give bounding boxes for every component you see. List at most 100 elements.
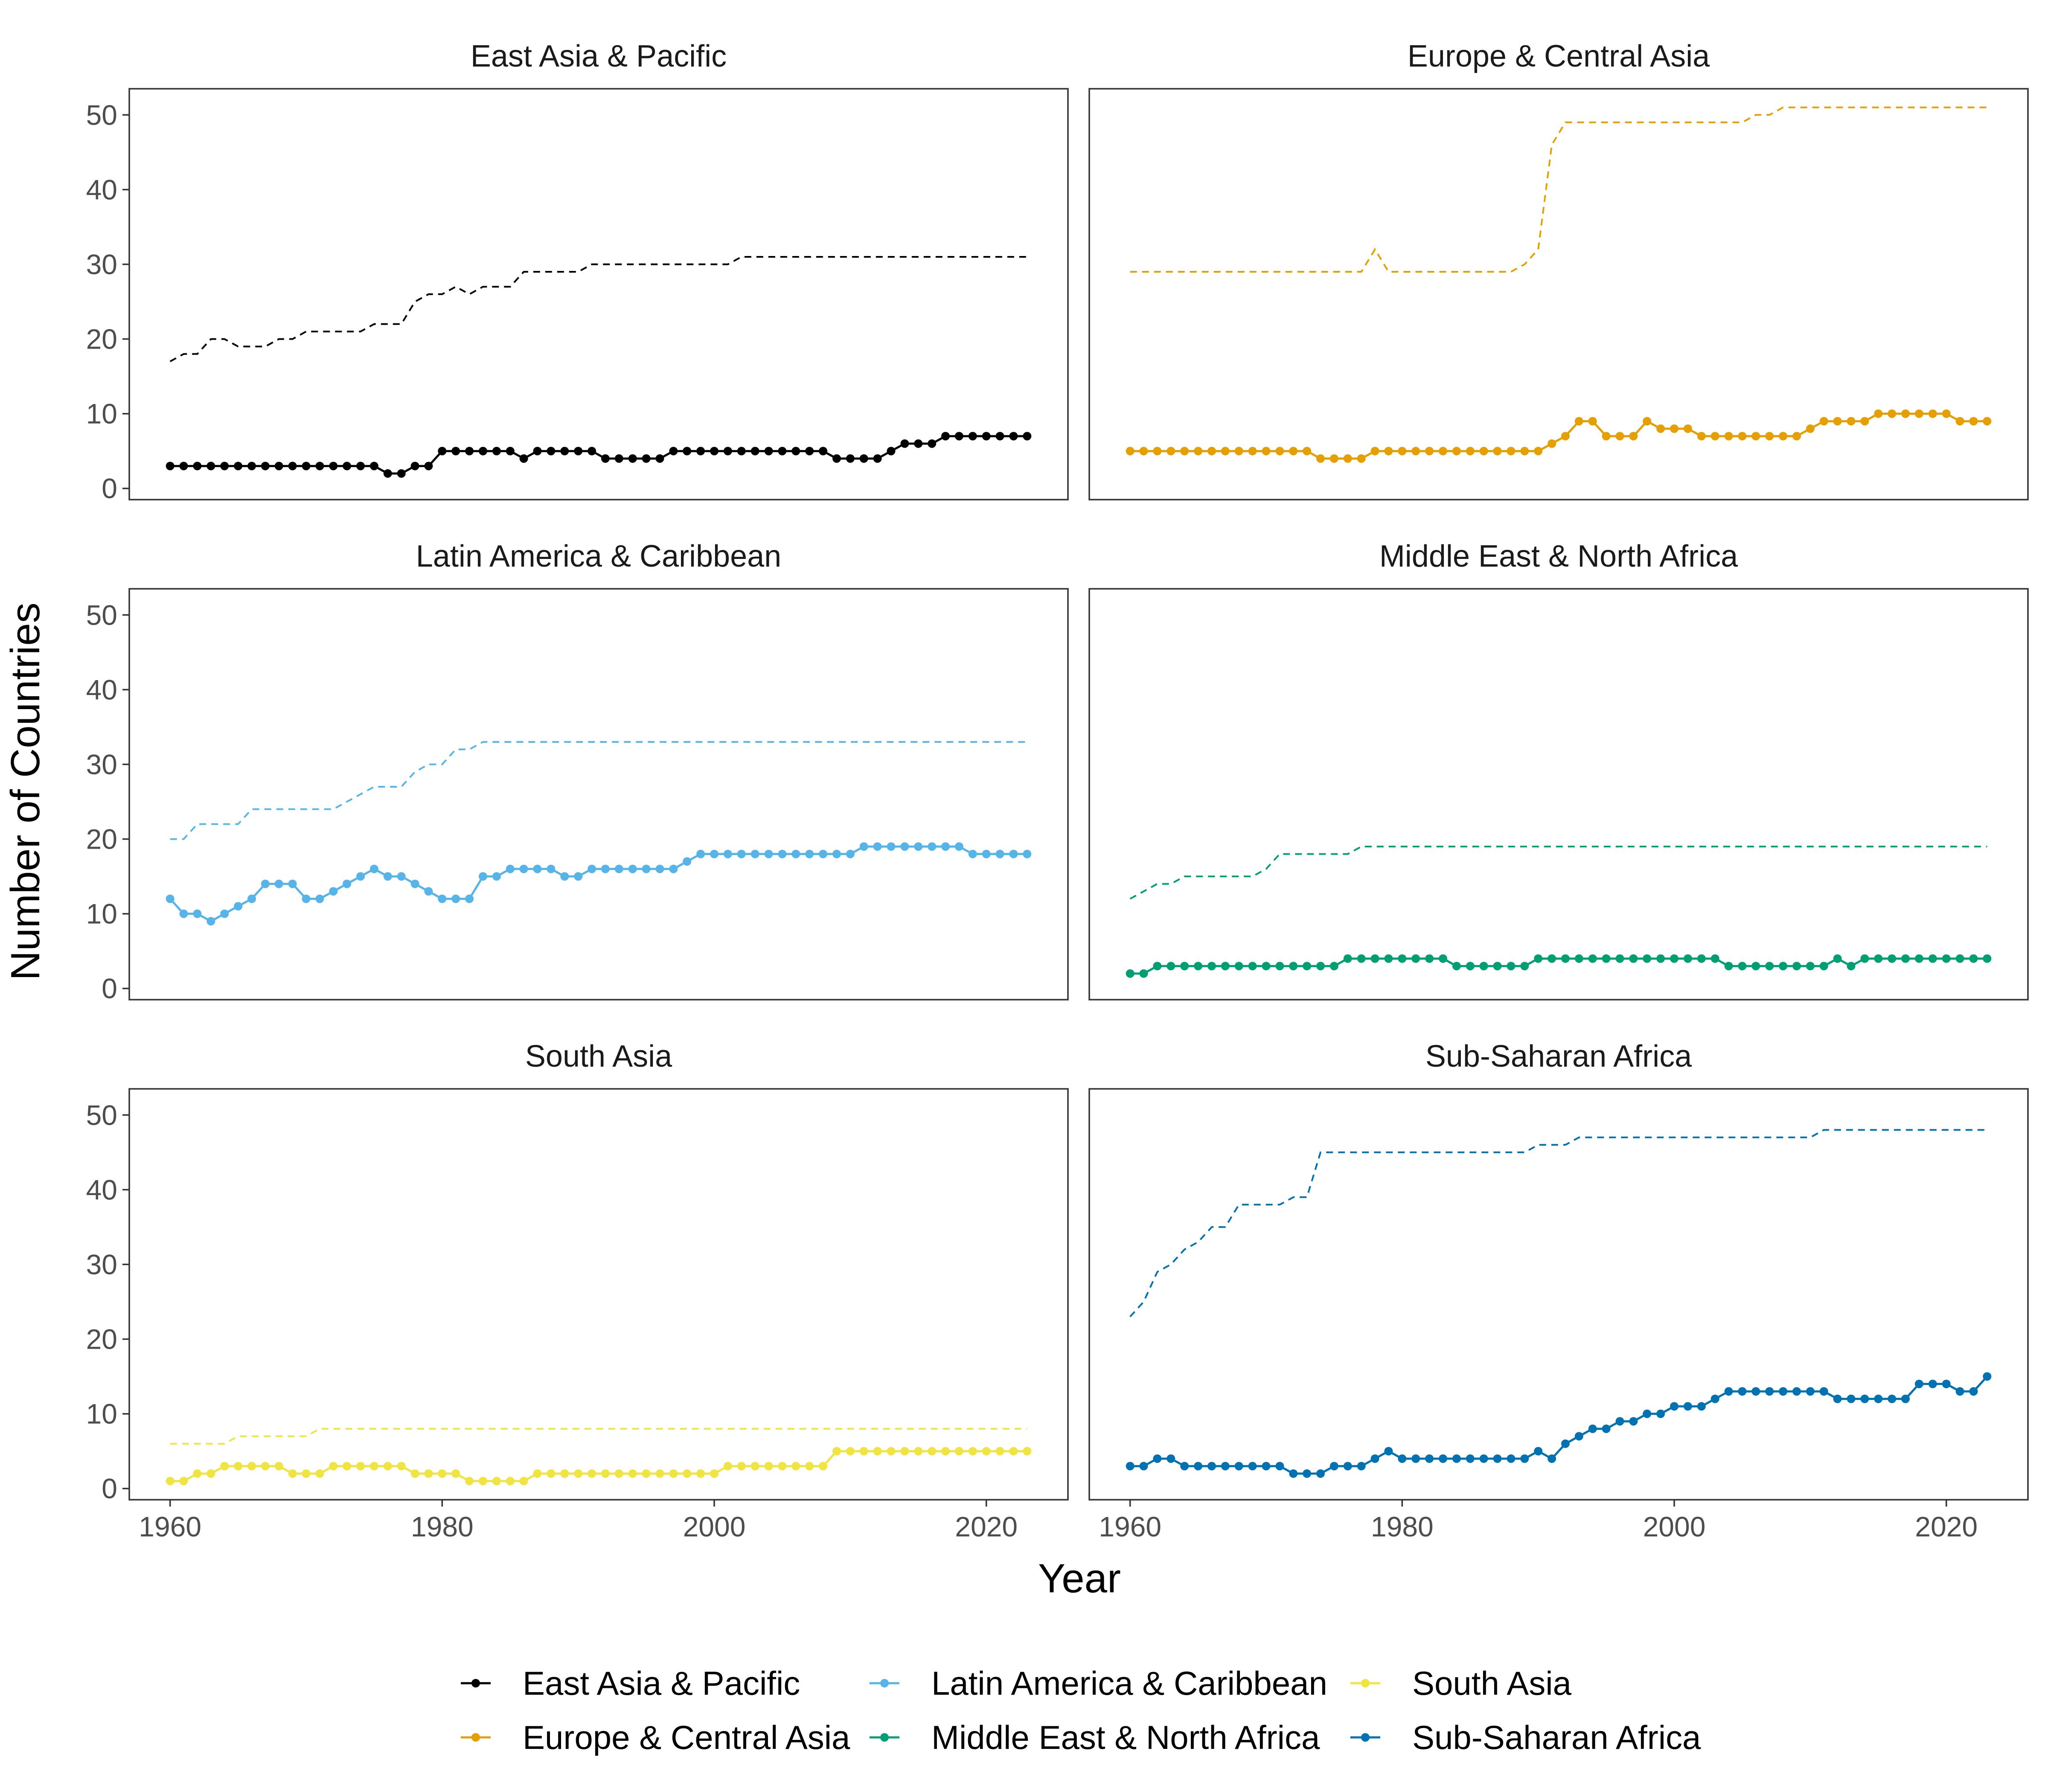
data-point [533, 1469, 542, 1478]
data-point [1806, 424, 1815, 433]
data-point [302, 1469, 311, 1478]
data-point [1806, 1387, 1815, 1396]
data-point [397, 872, 406, 881]
data-point [954, 842, 963, 851]
total-line-east-asia-and-pacific [169, 256, 1027, 362]
data-point [928, 842, 937, 851]
data-point [1180, 1462, 1189, 1471]
data-point [315, 894, 324, 903]
data-point [1779, 1387, 1788, 1396]
data-point [832, 849, 841, 858]
data-point [465, 1477, 474, 1486]
data-point [778, 849, 787, 858]
data-point [1561, 1439, 1570, 1448]
data-point [234, 902, 243, 911]
data-point [819, 849, 828, 858]
y-tick-label: 10 [86, 398, 117, 430]
data-point [1316, 1469, 1325, 1478]
data-point [234, 462, 243, 471]
data-point [410, 879, 419, 888]
data-point [383, 872, 392, 881]
data-point [1615, 432, 1624, 441]
x-tick-label: 2020 [955, 1511, 1018, 1542]
legend-label-south-asia: South Asia [1412, 1664, 1572, 1702]
y-tick-label: 50 [86, 99, 117, 131]
data-point [1411, 1454, 1420, 1463]
legend: East Asia & Pacific Europe & Central Asia… [461, 1664, 1701, 1756]
data-point [533, 864, 542, 873]
data-point [710, 849, 719, 858]
data-point [1928, 1379, 1937, 1388]
data-point [1343, 954, 1352, 963]
data-point [1139, 969, 1148, 978]
data-point [1275, 1462, 1284, 1471]
data-point [1765, 432, 1774, 441]
data-point [247, 1462, 256, 1471]
data-point [1874, 409, 1883, 418]
data-point [941, 432, 950, 441]
data-point [261, 1462, 270, 1471]
y-tick-label: 40 [86, 174, 117, 205]
data-point [424, 462, 433, 471]
data-point [220, 462, 229, 471]
data-point [492, 447, 501, 456]
data-point [628, 864, 637, 873]
data-point [315, 462, 324, 471]
data-point [1275, 447, 1284, 456]
data-point [791, 849, 800, 858]
data-point [1724, 962, 1733, 971]
data-point [1411, 954, 1420, 963]
data-point [560, 872, 569, 881]
data-point [1615, 1417, 1624, 1426]
data-point [1207, 447, 1216, 456]
data-point [642, 454, 651, 463]
series-line-sub-saharan-africa [1130, 1376, 1988, 1475]
points-middle-east-and-north-africa [1126, 954, 1992, 978]
data-point [1316, 962, 1325, 971]
data-point [1860, 1394, 1869, 1403]
data-point [1153, 447, 1162, 456]
legend-label-middle-east-and-north-africa: Middle East & North Africa [931, 1719, 1320, 1756]
data-point [1262, 1462, 1271, 1471]
data-point [1262, 447, 1271, 456]
data-point [1670, 954, 1679, 963]
data-point [764, 849, 773, 858]
data-point [832, 454, 841, 463]
data-point [1806, 962, 1815, 971]
y-tick-label: 0 [102, 973, 117, 1004]
data-point [451, 1469, 460, 1478]
data-point [1425, 447, 1434, 456]
data-point [723, 849, 732, 858]
panel-title-middle-east-and-north-africa: Middle East & North Africa [1379, 539, 1738, 573]
y-tick-label: 30 [86, 1248, 117, 1280]
data-point [723, 447, 732, 456]
data-point [928, 439, 937, 448]
data-point [1248, 962, 1257, 971]
data-point [247, 894, 256, 903]
data-point [873, 454, 882, 463]
legend-key-point [471, 1733, 480, 1742]
data-point [1126, 969, 1135, 978]
legend-item-south-asia: South Asia [1350, 1664, 1572, 1702]
points-east-asia-and-pacific [166, 432, 1032, 478]
data-point [492, 872, 501, 881]
data-point [1493, 447, 1502, 456]
data-point [1023, 1447, 1032, 1456]
data-point [451, 894, 460, 903]
data-point [1983, 954, 1992, 963]
data-point [1248, 1462, 1257, 1471]
data-point [588, 1469, 596, 1478]
data-point [220, 1462, 229, 1471]
panel-border [1088, 588, 2029, 1001]
x-tick-label: 2000 [683, 1511, 746, 1542]
data-point [1023, 849, 1032, 858]
data-point [329, 1462, 338, 1471]
legend-key-point [471, 1679, 480, 1687]
data-point [1466, 962, 1475, 971]
data-point [519, 864, 528, 873]
data-point [1751, 962, 1760, 971]
data-point [1588, 954, 1597, 963]
panel-border [1088, 1088, 2029, 1501]
data-point [1289, 1469, 1298, 1478]
